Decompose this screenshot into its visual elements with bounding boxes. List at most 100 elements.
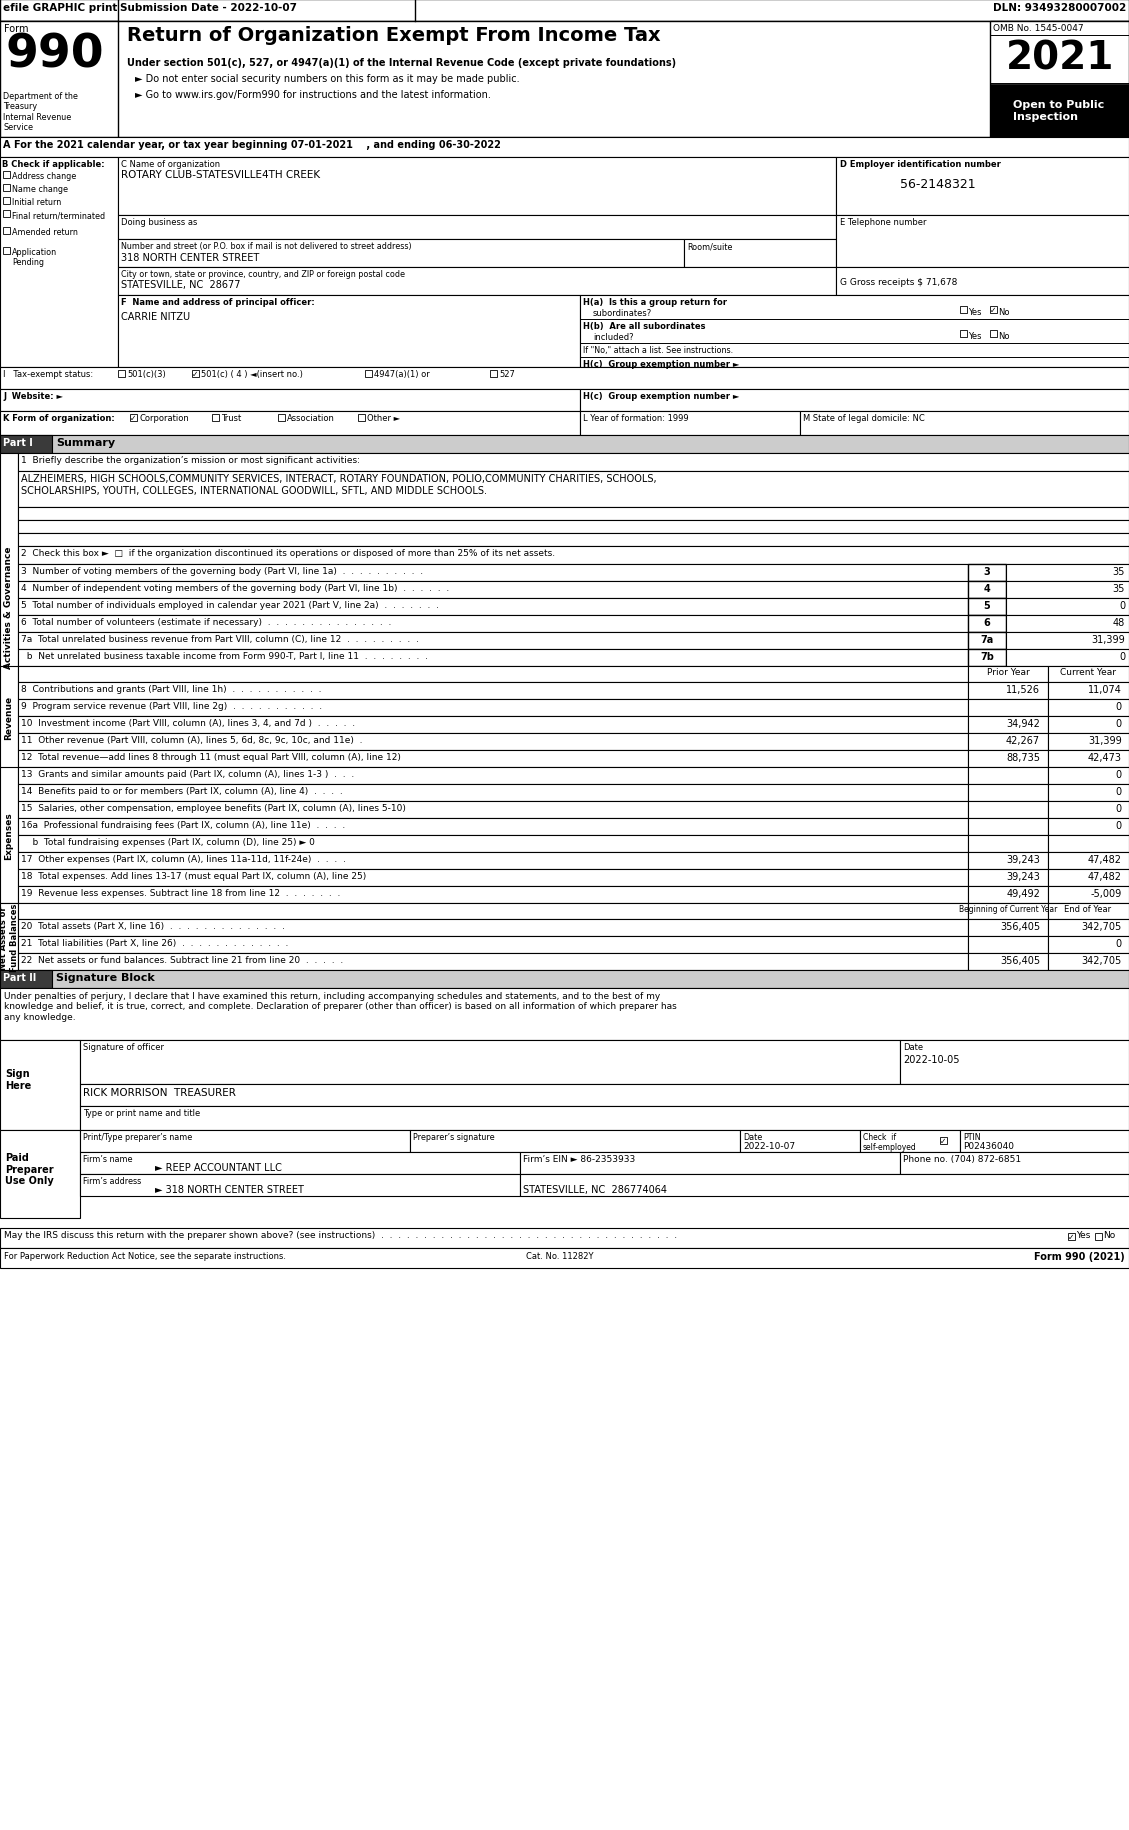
Bar	[580, 296, 1129, 368]
Bar	[835, 157, 1129, 216]
Text: Form 990 (2021): Form 990 (2021)	[1034, 1252, 1124, 1261]
Text: 35: 35	[1112, 567, 1124, 576]
Bar	[900, 1153, 1129, 1175]
Text: Yes: Yes	[1076, 1230, 1091, 1239]
Text: If "No," attach a list. See instructions.: If "No," attach a list. See instructions…	[583, 346, 733, 355]
Text: DLN: 93493280007002: DLN: 93493280007002	[992, 4, 1126, 13]
Bar	[18, 953, 968, 970]
Text: 0: 0	[1115, 770, 1122, 780]
Bar	[80, 1041, 900, 1085]
Text: E Telephone number: E Telephone number	[840, 218, 927, 227]
Text: Print/Type preparer’s name: Print/Type preparer’s name	[84, 1133, 192, 1142]
Bar	[0, 22, 1129, 137]
Text: 0: 0	[1115, 820, 1122, 831]
Bar	[990, 22, 1129, 137]
Bar	[1048, 683, 1129, 699]
Bar	[1048, 919, 1129, 937]
Bar	[968, 565, 1006, 582]
Bar	[18, 717, 968, 734]
Bar	[1006, 615, 1129, 633]
Text: 0: 0	[1115, 787, 1122, 796]
Text: 31,399: 31,399	[1088, 736, 1122, 745]
Text: 7a  Total unrelated business revenue from Part VIII, column (C), line 12  .  .  : 7a Total unrelated business revenue from…	[21, 635, 419, 644]
Bar	[968, 666, 1048, 683]
Bar	[1048, 699, 1129, 717]
Bar	[0, 1041, 80, 1131]
Bar	[18, 836, 968, 853]
Text: 88,735: 88,735	[1006, 752, 1040, 763]
Bar	[968, 650, 1006, 666]
Text: Initial return: Initial return	[12, 198, 61, 207]
Text: 527: 527	[499, 370, 515, 379]
Text: 0: 0	[1115, 719, 1122, 728]
Bar	[18, 507, 1129, 522]
Bar	[968, 836, 1048, 853]
Text: 12  Total revenue—add lines 8 through 11 (must equal Part VIII, column (A), line: 12 Total revenue—add lines 8 through 11 …	[21, 752, 401, 761]
Text: End of Year: End of Year	[1065, 904, 1112, 913]
Text: H(c)  Group exemption number ►: H(c) Group exemption number ►	[583, 361, 739, 370]
Text: ROTARY CLUB-STATESVILLE4TH CREEK: ROTARY CLUB-STATESVILLE4TH CREEK	[121, 170, 321, 179]
Text: 56-2148321: 56-2148321	[900, 178, 975, 190]
Bar	[410, 1131, 739, 1153]
Text: 48: 48	[1113, 619, 1124, 628]
Text: Amended return: Amended return	[12, 229, 78, 236]
Text: F  Name and address of principal officer:: F Name and address of principal officer:	[121, 298, 315, 307]
Text: 7a: 7a	[980, 635, 994, 644]
Text: 14  Benefits paid to or for members (Part IX, column (A), line 4)  .  .  .  .: 14 Benefits paid to or for members (Part…	[21, 787, 343, 796]
Bar	[968, 886, 1048, 904]
Bar	[18, 919, 968, 937]
Text: Net Assets or
Fund Balances: Net Assets or Fund Balances	[0, 904, 19, 972]
Text: 342,705: 342,705	[1082, 922, 1122, 931]
Text: ✓: ✓	[130, 414, 137, 423]
Text: A: A	[3, 139, 10, 150]
Text: Beginning of Current Year: Beginning of Current Year	[959, 904, 1057, 913]
Bar	[968, 582, 1006, 598]
Text: Under penalties of perjury, I declare that I have examined this return, includin: Under penalties of perjury, I declare th…	[5, 992, 676, 1021]
Text: 17  Other expenses (Part IX, column (A), lines 11a-11d, 11f-24e)  .  .  .  .: 17 Other expenses (Part IX, column (A), …	[21, 855, 345, 864]
Bar	[119, 157, 835, 216]
Bar	[0, 666, 18, 770]
Bar	[990, 84, 1129, 137]
Bar	[1048, 818, 1129, 836]
Text: 11,526: 11,526	[1006, 684, 1040, 695]
Bar	[0, 970, 52, 988]
Text: Firm’s address: Firm’s address	[84, 1177, 141, 1186]
Bar	[800, 412, 1129, 436]
Text: No: No	[1103, 1230, 1115, 1239]
Bar	[119, 240, 684, 267]
Bar	[3, 198, 10, 205]
Text: Final return/terminated: Final return/terminated	[12, 210, 105, 220]
Bar	[192, 371, 199, 377]
Text: efile GRAPHIC print: efile GRAPHIC print	[3, 4, 117, 13]
Bar	[0, 22, 119, 137]
Text: CARRIE NITZU: CARRIE NITZU	[121, 311, 190, 322]
Bar	[18, 522, 1129, 534]
Text: H(b)  Are all subordinates: H(b) Are all subordinates	[583, 322, 706, 331]
Bar	[940, 1138, 947, 1144]
Text: May the IRS discuss this return with the preparer shown above? (see instructions: May the IRS discuss this return with the…	[5, 1230, 677, 1239]
Text: Other ►: Other ►	[367, 414, 400, 423]
Bar	[18, 869, 968, 886]
Text: 6: 6	[983, 619, 990, 628]
Bar	[18, 615, 968, 633]
Bar	[358, 415, 365, 421]
Text: 39,243: 39,243	[1006, 855, 1040, 864]
Text: Trust: Trust	[221, 414, 242, 423]
Bar	[18, 683, 968, 699]
Bar	[0, 1131, 80, 1219]
Text: 3: 3	[983, 567, 990, 576]
Text: 4: 4	[983, 584, 990, 593]
Text: 2  Check this box ►  □  if the organization discontinued its operations or dispo: 2 Check this box ► □ if the organization…	[21, 549, 555, 558]
Bar	[18, 734, 968, 750]
Bar	[3, 210, 10, 218]
Bar	[1068, 1233, 1075, 1241]
Text: Phone no. (704) 872-6851: Phone no. (704) 872-6851	[903, 1155, 1021, 1164]
Bar	[990, 307, 997, 313]
Bar	[1048, 666, 1129, 683]
Text: Number and street (or P.O. box if mail is not delivered to street address): Number and street (or P.O. box if mail i…	[121, 242, 412, 251]
Bar	[18, 886, 968, 904]
Text: 3  Number of voting members of the governing body (Part VI, line 1a)  .  .  .  .: 3 Number of voting members of the govern…	[21, 567, 423, 576]
Text: 7b: 7b	[980, 651, 994, 662]
Text: 356,405: 356,405	[1000, 922, 1040, 931]
Bar	[968, 699, 1048, 717]
